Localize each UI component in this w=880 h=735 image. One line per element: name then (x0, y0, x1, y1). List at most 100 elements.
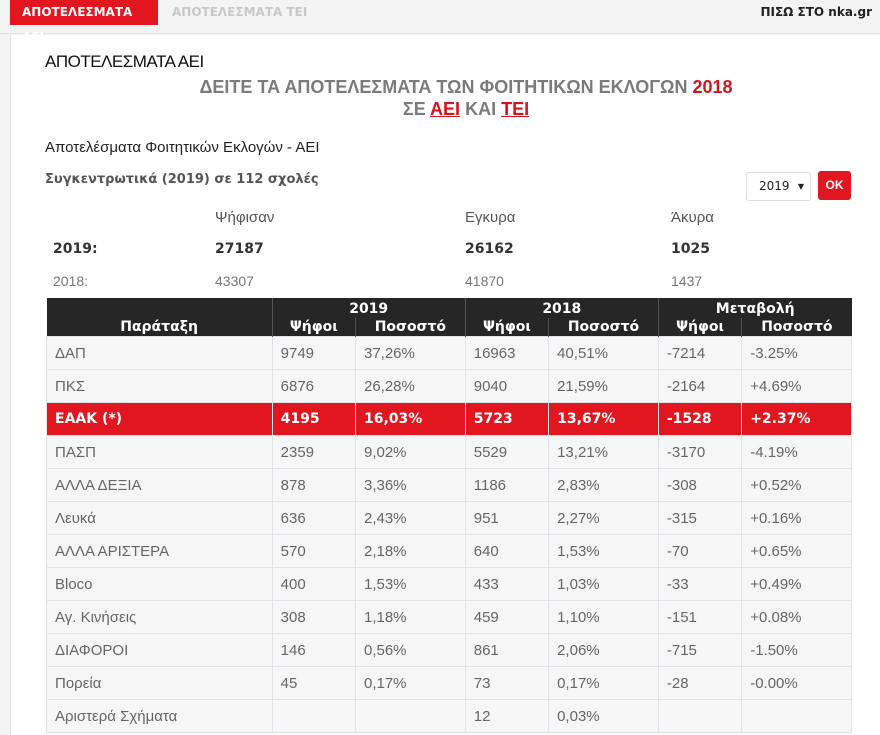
cell-party: Αριστερά Σχήματα (46, 699, 273, 733)
cell-votes-2018: 433 (464, 567, 550, 601)
cell-votes-change (657, 699, 743, 733)
tab-tei-results[interactable]: ΑΠΟΤΕΛΕΣΜΑΤΑ ΤΕΙ (172, 5, 308, 19)
cell-votes-2018: 951 (464, 501, 550, 535)
cell-pct-2019: 2,43% (354, 501, 466, 535)
table-row: Bloco 400 1,53% 433 1,03% -33 +0.49% (46, 567, 852, 601)
summary-block: Ψήφισαν Εγκυρα Άκυρα 2019: 27187 26162 1… (45, 203, 851, 299)
cell-pct-2018: 1,03% (548, 567, 659, 601)
summary-valid: 26162 (465, 241, 514, 257)
table-row: Αγ. Κινήσεις 308 1,18% 459 1,10% -151 +0.08% (46, 600, 852, 634)
cell-pct-2019: 3,36% (354, 468, 466, 502)
table-row: Λευκά 636 2,43% 951 2,27% -315 +0.16% (46, 501, 852, 535)
cell-votes-change: -308 (657, 468, 743, 502)
cell-pct-2018: 0,03% (548, 699, 659, 733)
cell-votes-2018: 12 (464, 699, 550, 733)
section-subtitle: Συγκεντρωτικά (2019) σε 112 σχολές (45, 172, 319, 187)
cell-pct-2018: 13,67% (548, 402, 659, 436)
cell-votes-change: -315 (657, 501, 743, 535)
cell-votes-2018: 459 (464, 600, 550, 634)
ok-button[interactable]: OK (818, 171, 851, 200)
cell-pct-2018: 1,10% (548, 600, 659, 634)
cell-pct-change: +0.16% (741, 501, 852, 535)
cell-votes-change: -151 (657, 600, 743, 634)
summary-voted: 43307 (215, 273, 254, 289)
header-pct: Ποσοστό (548, 318, 659, 337)
summary-voted: 27187 (215, 241, 264, 257)
cell-pct-2019: 0,17% (354, 666, 466, 700)
year-select[interactable]: 2019 ▼ (746, 172, 811, 201)
cell-party: Bloco (46, 567, 273, 601)
banner-prefix: ΣΕ (402, 99, 426, 119)
top-navbar: ΑΠΟΤΕΛΕΣΜΑΤΑ ΑΕΙ ΑΠΟΤΕΛΕΣΜΑΤΑ ΤΕΙ ΠΙΣΩ Σ… (0, 0, 880, 44)
summary-year: 2018: (53, 273, 89, 289)
cell-pct-2019: 26,28% (354, 369, 466, 403)
cell-votes-2019: 878 (271, 468, 356, 502)
header-pct: Ποσοστό (741, 318, 852, 337)
cell-pct-change: -4.19% (741, 435, 852, 469)
cell-votes-2019: 6876 (271, 369, 356, 403)
cell-votes-2018: 5529 (464, 435, 550, 469)
cell-votes-2019: 400 (271, 567, 356, 601)
cell-votes-change: -28 (657, 666, 743, 700)
cell-votes-change: -33 (657, 567, 743, 601)
cell-votes-2019: 308 (271, 600, 356, 634)
results-table: Παράταξη 2019 2018 Μεταβολή Ψήφοι Ποσοστ… (46, 298, 852, 733)
cell-pct-2018: 2,27% (548, 501, 659, 535)
cell-party: ΑΛΛΑ ΔΕΞΙΑ (46, 468, 273, 502)
header-votes: Ψήφοι (657, 318, 742, 337)
cell-party: ΠΑΣΠ (46, 435, 273, 469)
header-group-2019: 2019 (271, 298, 466, 318)
summary-year: 2019: (53, 241, 98, 257)
table-row: ΑΛΛΑ ΔΕΞΙΑ 878 3,36% 1186 2,83% -308 +0.52% (46, 468, 852, 502)
banner-tei-link[interactable]: ΤΕΙ (501, 99, 530, 119)
banner-line-1: ΔΕΙΤΕ ΤΑ ΑΠΟΤΕΛΕΣΜΑΤΑ ΤΩΝ ΦΟΙΤΗΤΙΚΩΝ ΕΚΛ… (106, 77, 826, 98)
back-to-nka-link[interactable]: ΠΙΣΩ ΣΤΟ nka.gr (760, 5, 872, 19)
tab-aei-results[interactable]: ΑΠΟΤΕΛΕΣΜΑΤΑ ΑΕΙ (10, 0, 158, 44)
cell-votes-2019: 146 (271, 633, 356, 667)
cell-pct-change: +0.65% (741, 534, 852, 568)
header-votes: Ψήφοι (464, 318, 549, 337)
table-row: Πορεία 45 0,17% 73 0,17% -28 -0.00% (46, 666, 852, 700)
table-row: ΕΑΑΚ (*) 4195 16,03% 5723 13,67% -1528 +2.37% (46, 402, 852, 436)
banner-aei-link[interactable]: ΑΕΙ (430, 99, 461, 119)
cell-votes-change: -1528 (657, 402, 743, 436)
cell-pct-change: +2.37% (741, 402, 852, 436)
cell-votes-2018: 1186 (464, 468, 550, 502)
cell-pct-change: +0.52% (741, 468, 852, 502)
cell-votes-2018: 16963 (464, 336, 550, 370)
cell-pct-2018: 13,21% (548, 435, 659, 469)
header-party: Παράταξη (46, 298, 273, 337)
cell-pct-change: -3.25% (741, 336, 852, 370)
dropdown-caret-icon: ▼ (797, 182, 804, 191)
cell-pct-change: -1.50% (741, 633, 852, 667)
cell-pct-2018: 21,59% (548, 369, 659, 403)
cell-pct-change: +0.49% (741, 567, 852, 601)
header-group-change: Μεταβολή (657, 298, 852, 318)
cell-votes-2018: 73 (464, 666, 550, 700)
cell-party: ΔΙΑΦΟΡΟΙ (46, 633, 273, 667)
summary-header: Ψήφισαν Εγκυρα Άκυρα (45, 203, 851, 235)
cell-votes-change: -715 (657, 633, 743, 667)
cell-pct-2019: 0,56% (354, 633, 466, 667)
header-votes: Ψήφοι (271, 318, 356, 337)
page-title: ΑΠΟΤΕΛΕΣΜΑΤΑ ΑΕΙ (45, 52, 204, 71)
summary-row-2019: 2019: 27187 26162 1025 (45, 235, 851, 267)
cell-pct-2019: 1,18% (354, 600, 466, 634)
banner-text: ΔΕΙΤΕ ΤΑ ΑΠΟΤΕΛΕΣΜΑΤΑ ΤΩΝ ΦΟΙΤΗΤΙΚΩΝ ΕΚΛ… (199, 77, 688, 97)
cell-votes-change: -3170 (657, 435, 743, 469)
cell-pct-change: +0.08% (741, 600, 852, 634)
banner-and: ΚΑΙ (465, 99, 497, 119)
header-pct: Ποσοστό (354, 318, 466, 337)
year-selected-value: 2019 (759, 179, 790, 193)
cell-votes-2019: 4195 (271, 402, 356, 436)
cell-pct-2018: 2,83% (548, 468, 659, 502)
cell-pct-2019 (354, 699, 466, 733)
summary-invalid: 1025 (671, 241, 710, 257)
cell-votes-change: -70 (657, 534, 743, 568)
cell-votes-2019: 45 (271, 666, 356, 700)
cell-pct-2018: 2,06% (548, 633, 659, 667)
cell-votes-2018: 5723 (464, 402, 550, 436)
summary-row-2018: 2018: 43307 41870 1437 (45, 267, 851, 299)
cell-party: ΠΚΣ (46, 369, 273, 403)
cell-pct-change: -0.00% (741, 666, 852, 700)
